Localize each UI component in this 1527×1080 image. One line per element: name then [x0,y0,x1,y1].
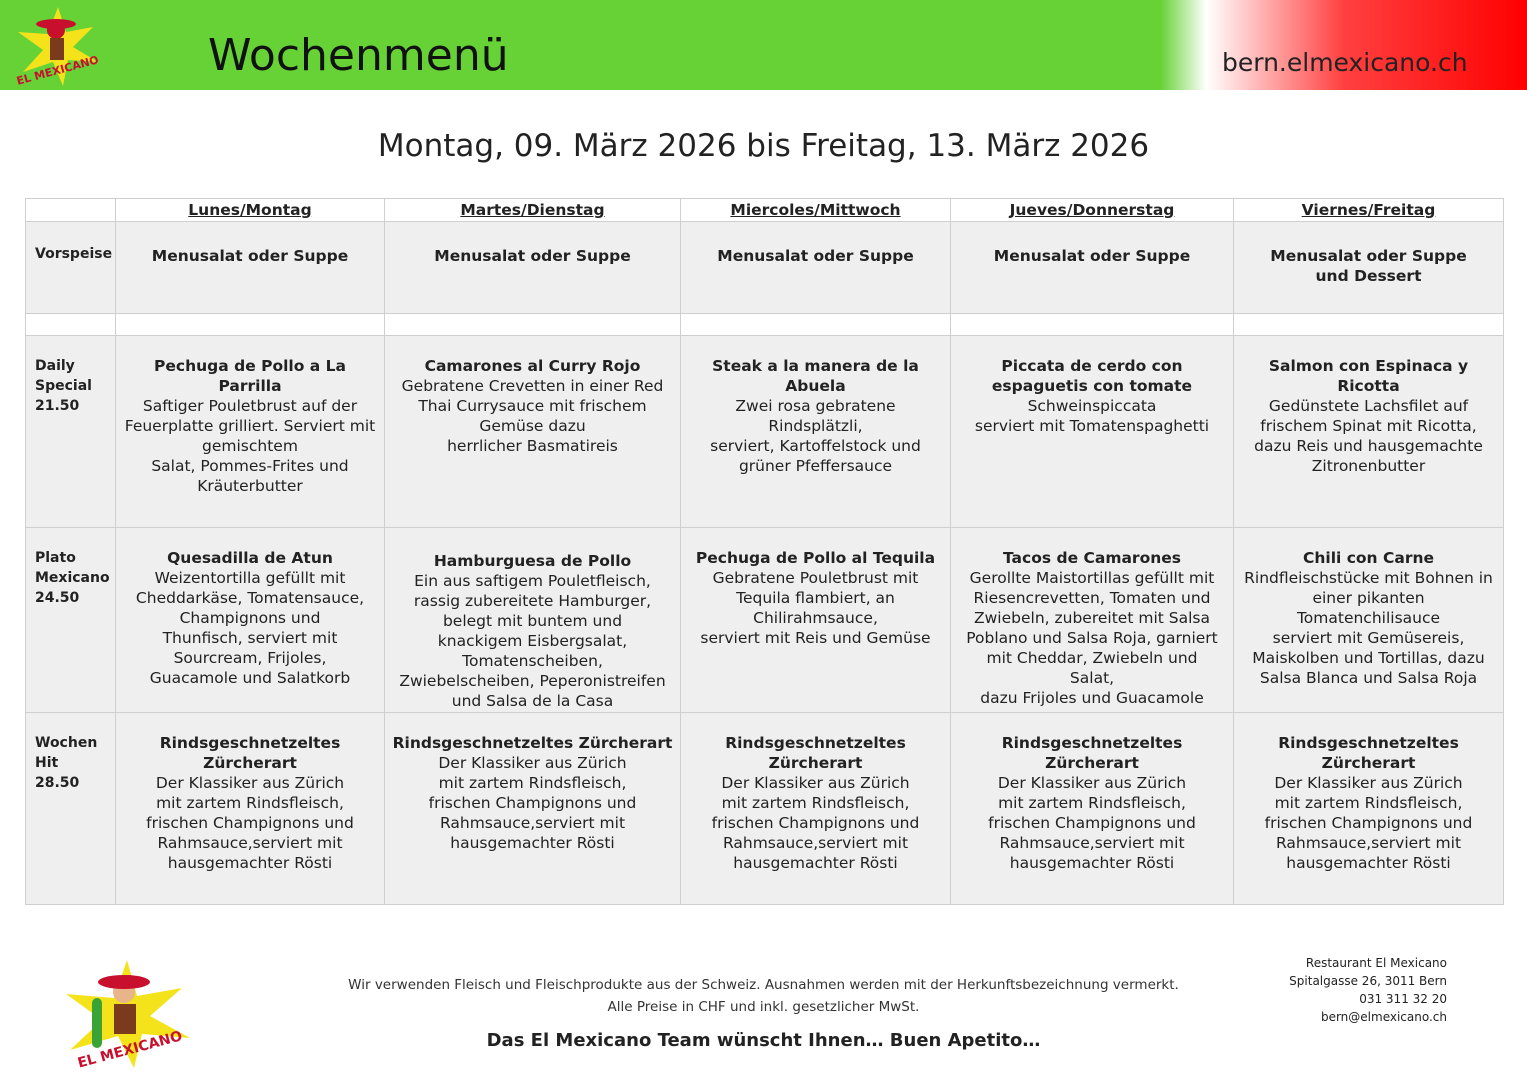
dish-description: Der Klassiker aus Zürich mit zartem Rind… [988,774,1196,872]
dish-name: Steak a la manera de la Abuela [712,357,919,395]
dish-name: Menusalat oder Suppe und Dessert [1270,247,1467,285]
dish-name: Salmon con Espinaca y Ricotta [1268,357,1469,395]
restaurant-address: Restaurant El Mexicano Spitalgasse 26, 3… [1289,954,1447,1026]
dish-name: Pechuga de Pollo al Tequila [695,549,936,567]
spacer-row [25,313,1504,336]
dish-name: Rindsgeschnetzeltes Zürcherart [1001,734,1183,772]
day-header: Martes/Dienstag [384,198,681,222]
row-label: Wochen Hit 28.50 [25,712,116,905]
dish-description: Gebratene Crevetten in einer Red Thai Cu… [401,377,664,455]
email-address[interactable]: bern@elmexicano.ch [1320,1010,1447,1024]
row-label: Daily Special 21.50 [25,335,116,528]
day-header: Lunes/Montag [115,198,385,222]
origin-note: Wir verwenden Fleisch und Fleischprodukt… [348,977,1179,993]
dish-description: Der Klassiker aus Zürich mit zartem Rind… [1264,774,1473,872]
corner-cell [25,198,116,222]
dish-name: Rindsgeschnetzeltes Zürcherart [1278,734,1459,772]
phone-number: 031 311 32 20 [1359,992,1447,1006]
day-header: Miercoles/Mittwoch [680,198,951,222]
dish-description: Schweinspiccata serviert mit Tomatenspag… [974,397,1210,435]
dish-name: Pechuga de Pollo a La Parrilla [154,357,346,395]
dish-name: Menusalat oder Suppe [151,247,349,265]
menu-row-daily-special: Daily Special 21.50 Pechuga de Pollo a L… [25,335,1504,528]
dish-name: Menusalat oder Suppe [717,247,914,265]
dish-description: Rindfleischstücke mit Bohnen in einer pi… [1244,569,1493,687]
dish-name: Menusalat oder Suppe [993,247,1191,265]
dish-description: Ein aus saftigem Pouletfleisch, rassig z… [399,572,666,710]
page-title: Wochenmenü [208,30,509,81]
dish-name: Quesadilla de Atun [167,549,333,567]
dish-description: Der Klassiker aus Zürich mit zartem Rind… [711,774,920,872]
restaurant-name: Restaurant El Mexicano [1305,956,1447,970]
dish-name: Chili con Carne [1302,549,1435,567]
row-label: Plato Mexicano 24.50 [25,527,116,713]
dish-description: Gerollte Maistortillas gefüllt mit Riese… [966,569,1218,707]
dish-name: Tacos de Camarones [1002,549,1181,567]
dish-name: Camarones al Curry Rojo [424,357,641,375]
menu-table: Lunes/Montag Martes/Dienstag Miercoles/M… [25,198,1504,905]
dish-description: Gebratene Pouletbrust mit Tequila flambi… [700,569,931,647]
dish-description: Weizentortilla gefüllt mit Cheddarkäse, … [135,569,365,687]
closing-wish: Das El Mexicano Team wünscht Ihnen… Buen… [486,1030,1041,1051]
website-url[interactable]: bern.elmexicano.ch [1222,48,1468,77]
dish-description: Gedünstete Lachsfilet auf frischem Spina… [1254,397,1483,475]
street-address: Spitalgasse 26, 3011 Bern [1289,974,1447,988]
el-mexicano-logo: EL MEXICANO [15,7,100,88]
dish-name: Menusalat oder Suppe [434,247,631,265]
menu-row-wochen-hit: Wochen Hit 28.50 Rindsgeschnetzeltes Zür… [25,712,1504,905]
row-label: Vorspeise [25,221,116,314]
dish-description: Zwei rosa gebratene Rindsplätzli, servie… [710,397,921,475]
menu-row-vorspeise: Vorspeise Menusalat oder Suppe Menusalat… [25,221,1504,314]
dish-name: Rindsgeschnetzeltes Zürcherart [725,734,906,772]
date-range: Montag, 09. März 2026 bis Freitag, 13. M… [377,128,1150,164]
el-mexicano-logo-footer: EL MEXICANO [66,960,190,1070]
day-header: Viernes/Freitag [1233,198,1504,222]
dish-name: Piccata de cerdo con espaguetis con toma… [991,357,1193,395]
dish-description: Saftiger Pouletbrust auf der Feuerplatte… [124,397,376,495]
day-header-row: Lunes/Montag Martes/Dienstag Miercoles/M… [25,198,1504,222]
dish-name: Hamburguesa de Pollo [433,552,632,570]
dish-name: Rindsgeschnetzeltes Zürcherart [159,734,341,772]
dish-description: Der Klassiker aus Zürich mit zartem Rind… [428,754,637,852]
header-banner: EL MEXICANO Wochenmenü bern.elmexicano.c… [0,0,1527,90]
dish-name: Rindsgeschnetzeltes Zürcherart [392,734,673,752]
day-header: Jueves/Donnerstag [950,198,1234,222]
menu-row-plato-mexicano: Plato Mexicano 24.50 Quesadilla de Atun W… [25,527,1504,713]
price-note: Alle Preise in CHF und inkl. gesetzliche… [607,999,920,1015]
dish-description: Der Klassiker aus Zürich mit zartem Rind… [146,774,354,872]
